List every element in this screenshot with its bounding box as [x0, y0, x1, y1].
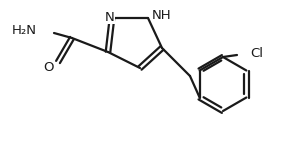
Text: O: O	[44, 60, 54, 74]
Text: N: N	[105, 11, 115, 23]
Text: NH: NH	[152, 9, 172, 21]
Text: H₂N: H₂N	[12, 23, 37, 36]
Text: Cl: Cl	[250, 46, 263, 59]
